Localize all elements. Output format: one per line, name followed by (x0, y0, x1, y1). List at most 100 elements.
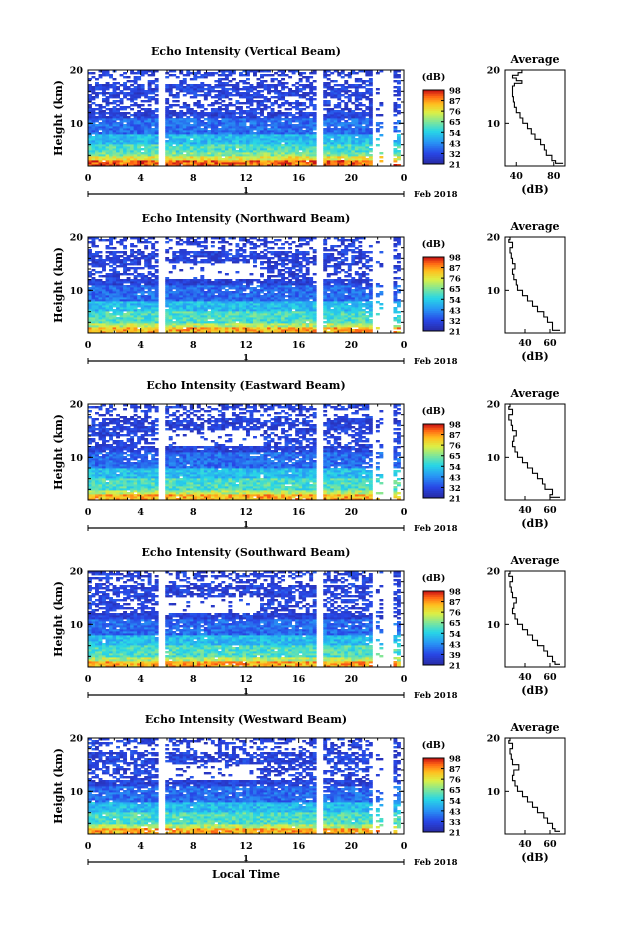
heatmap-cell (326, 88, 331, 91)
heatmap-cell (214, 146, 219, 149)
heatmap-cell (109, 142, 113, 145)
heatmap-cell (147, 323, 152, 326)
heatmap-cell (242, 317, 247, 320)
heatmap-cell (130, 124, 135, 127)
heatmap-cell (224, 156, 229, 159)
profile-frame (504, 69, 566, 167)
heatmap-cell (238, 130, 243, 133)
heatmap-cell (140, 287, 145, 290)
heatmap-cell (102, 315, 106, 318)
heatmap-cell (217, 325, 222, 328)
heatmap-cell (235, 281, 240, 284)
heatmap-cell (119, 263, 124, 266)
heatmap-cell (253, 237, 257, 240)
heatmap-cell (144, 241, 149, 244)
heatmap-cell (358, 158, 363, 161)
heatmap-cell (126, 315, 131, 318)
heatmap-cell (354, 144, 359, 147)
heatmap-cell (368, 108, 373, 111)
heatmap-cell (126, 86, 131, 89)
heatmap-cell (98, 265, 103, 268)
heatmap-cell (119, 331, 124, 334)
heatmap-cell (172, 94, 177, 97)
heatmap-cell (253, 321, 257, 324)
heatmap-cell (95, 315, 99, 318)
heatmap-cell (330, 116, 335, 119)
heatmap-cell (112, 150, 117, 153)
heatmap-cell (347, 76, 352, 79)
colorbar-segment (423, 156, 444, 159)
heatmap-cell (253, 124, 257, 127)
heatmap-cell (270, 309, 275, 312)
heatmap-cell (109, 287, 113, 290)
heatmap-cell (221, 299, 226, 302)
heatmap-cell (242, 281, 247, 284)
heatmap-cell (274, 162, 278, 165)
heatmap-cell (130, 323, 135, 326)
heatmap-cell (351, 152, 356, 155)
heatmap-cell (312, 72, 317, 75)
heatmap-cell (137, 142, 142, 145)
heatmap-cell (109, 118, 113, 121)
heatmap-cell (351, 116, 356, 119)
heatmap-cell (144, 313, 149, 316)
heatmap-cell (175, 160, 180, 163)
heatmap-cell (189, 309, 194, 312)
heatmap-cell (312, 118, 317, 121)
heatmap-cell (147, 114, 152, 117)
heatmap-cell (144, 281, 149, 284)
heatmap-cell (231, 148, 236, 151)
heatmap-cell (298, 144, 303, 147)
heatmap-cell (368, 144, 373, 147)
heatmap-cell (305, 94, 310, 97)
heatmap-cell (228, 257, 233, 260)
heatmap-cell (344, 74, 349, 77)
heatmap-cell (214, 130, 219, 133)
heatmap-cell (168, 247, 173, 250)
heatmap-cell (165, 329, 170, 332)
heatmap-cell (91, 299, 96, 302)
heatmap-cell (112, 315, 117, 318)
heatmap-cell (249, 297, 254, 300)
heatmap-cell (238, 293, 243, 296)
heatmap-cell (263, 130, 268, 133)
heatmap-cell (88, 156, 92, 159)
heatmap-cell (214, 114, 219, 117)
heatmap-cell (246, 283, 250, 286)
heatmap-cell (344, 156, 349, 159)
heatmap-cell (112, 251, 117, 254)
heatmap-cell (238, 150, 243, 153)
heatmap-cell (238, 108, 243, 111)
heatmap-cell (270, 136, 275, 139)
heatmap-cell (309, 164, 314, 167)
heatmap-cell (91, 160, 96, 163)
heatmap-cell (203, 94, 208, 97)
heatmap-cell (147, 108, 152, 111)
heatmap-cell (274, 86, 278, 89)
heatmap-cell (270, 96, 275, 99)
heatmap-cell (154, 275, 159, 278)
heatmap-cell (137, 106, 142, 109)
heatmap-cell (140, 321, 145, 324)
heatmap-cell (249, 102, 254, 105)
heatmap-cell (238, 112, 243, 115)
heatmap-cell (203, 253, 208, 256)
heatmap-cell (263, 154, 268, 157)
heatmap-cell (123, 301, 128, 304)
heatmap-cell (179, 140, 184, 143)
heatmap-cell (137, 118, 142, 121)
heatmap-cell (137, 86, 142, 89)
heatmap-cell (277, 132, 282, 135)
heatmap-cell (249, 110, 254, 113)
heatmap-cell (291, 116, 296, 119)
heatmap-cell (214, 285, 219, 288)
heatmap-cell (298, 90, 303, 93)
heatmap-cell (302, 92, 307, 95)
heatmap-cell (323, 150, 328, 153)
heatmap-cell (281, 162, 286, 165)
heatmap-cell (309, 126, 314, 129)
heatmap-cell (246, 98, 250, 101)
heatmap-cell (238, 281, 243, 284)
heatmap-cell (224, 148, 229, 151)
heatmap-cell (196, 104, 201, 107)
